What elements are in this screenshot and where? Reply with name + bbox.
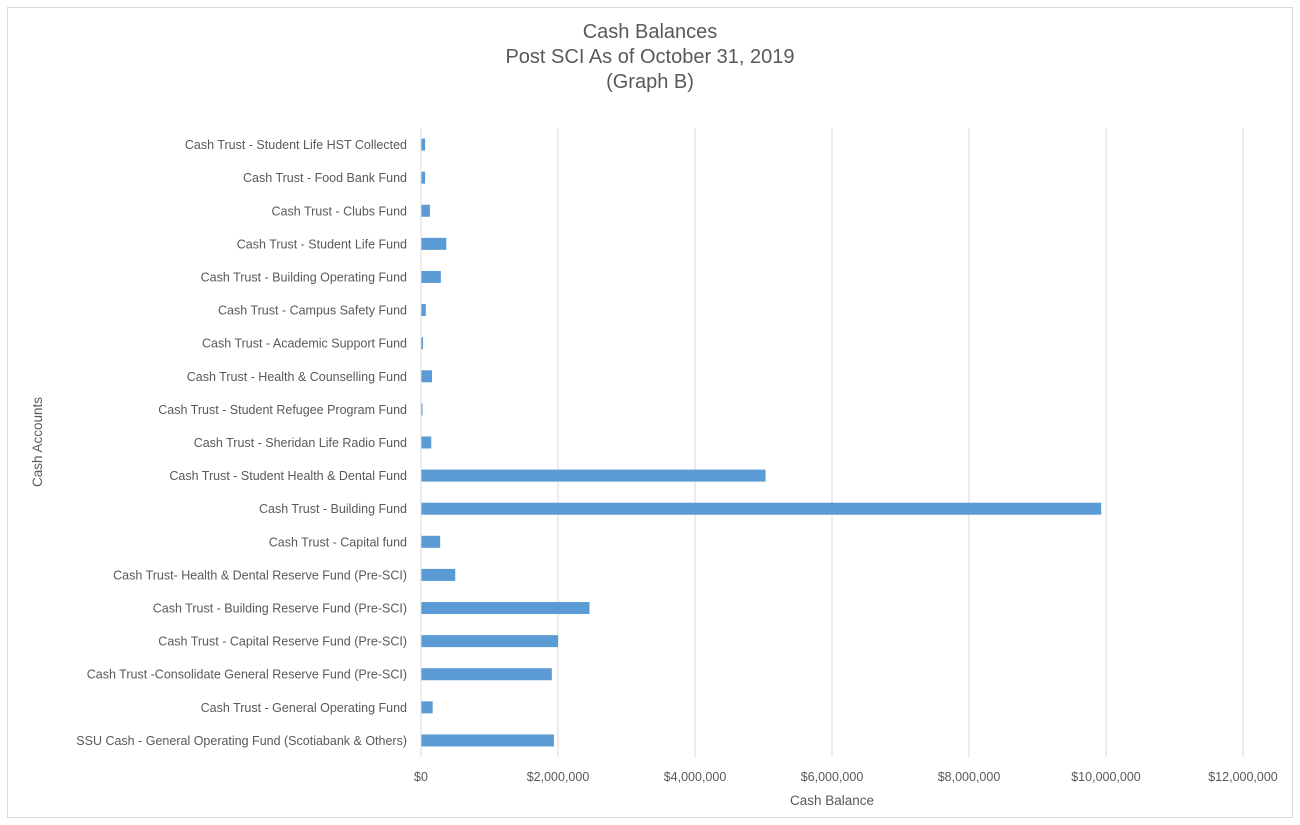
tick-labels: $0 $2,000,000 $4,000,000 $6,000,000 $8,000,0… [414,770,1278,784]
chart-title-line-1: Cash Balances [582,21,718,43]
bar [421,403,423,416]
x-tick-label: $6,000,000 [801,770,864,784]
category-label: Cash Trust - Food Bank Fund [243,171,407,185]
x-tick-label: $10,000,000 [1071,770,1141,784]
category-label: Cash Trust - Student Life Fund [237,237,407,251]
bar [421,502,1102,515]
y-axis-title: Cash Accounts [30,397,45,487]
category-label: Cash Trust - Student Refugee Program Fun… [158,403,407,417]
x-tick-label: $2,000,000 [527,770,590,784]
category-label: Cash Trust - Sheridan Life Radio Fund [194,436,407,450]
x-tick-label: $0 [414,770,428,784]
category-label: Cash Trust - Capital fund [269,535,407,549]
category-label: Cash Trust - Capital Reserve Fund (Pre-S… [158,635,407,649]
category-label: Cash Trust - Clubs Fund [272,204,408,218]
bar [421,436,432,449]
bars [421,138,1102,747]
category-label: Cash Trust - Campus Safety Fund [218,304,407,318]
bar [421,304,426,317]
x-axis-title: Cash Balance [790,793,874,808]
x-tick-label: $4,000,000 [664,770,727,784]
bar [421,237,447,250]
category-label: Cash Trust - Building Operating Fund [201,270,407,284]
bar [421,568,456,581]
bar [421,635,558,648]
bar [421,734,554,747]
category-label: Cash Trust - Student Life HST Collected [185,138,407,152]
bar [421,668,552,681]
gridlines [557,128,1244,757]
bar [421,370,432,383]
bar [421,701,433,714]
category-label: Cash Trust - Health & Counselling Fund [187,370,407,384]
bar [421,171,426,184]
category-label: Cash Trust- Health & Dental Reserve Fund… [113,568,407,582]
bar [421,270,441,283]
bar [421,138,426,151]
bar [421,337,424,350]
chart-frame [7,7,1293,818]
category-labels: Cash Trust - Student Life HST Collected C… [76,138,407,748]
chart-title-line-3: (Graph B) [606,71,694,93]
category-label: Cash Trust - Academic Support Fund [202,337,407,351]
category-label: Cash Trust - Student Health & Dental Fun… [169,469,407,483]
bar [421,535,441,548]
chart-title-line-2: Post SCI As of October 31, 2019 [505,46,795,68]
bar [421,602,590,615]
category-label: Cash Trust - Building Reserve Fund (Pre-… [153,602,407,616]
bar [421,204,430,217]
chart-title: Cash Balances Post SCI As of October 31,… [0,20,1300,95]
x-tick-label: $8,000,000 [938,770,1001,784]
bar [421,469,766,482]
x-tick-label: $12,000,000 [1208,770,1278,784]
category-label: Cash Trust - Building Fund [259,502,407,516]
category-label: Cash Trust -Consolidate General Reserve … [87,668,407,682]
category-label: Cash Trust - General Operating Fund [201,701,407,715]
category-label: SSU Cash - General Operating Fund (Scoti… [76,734,407,748]
